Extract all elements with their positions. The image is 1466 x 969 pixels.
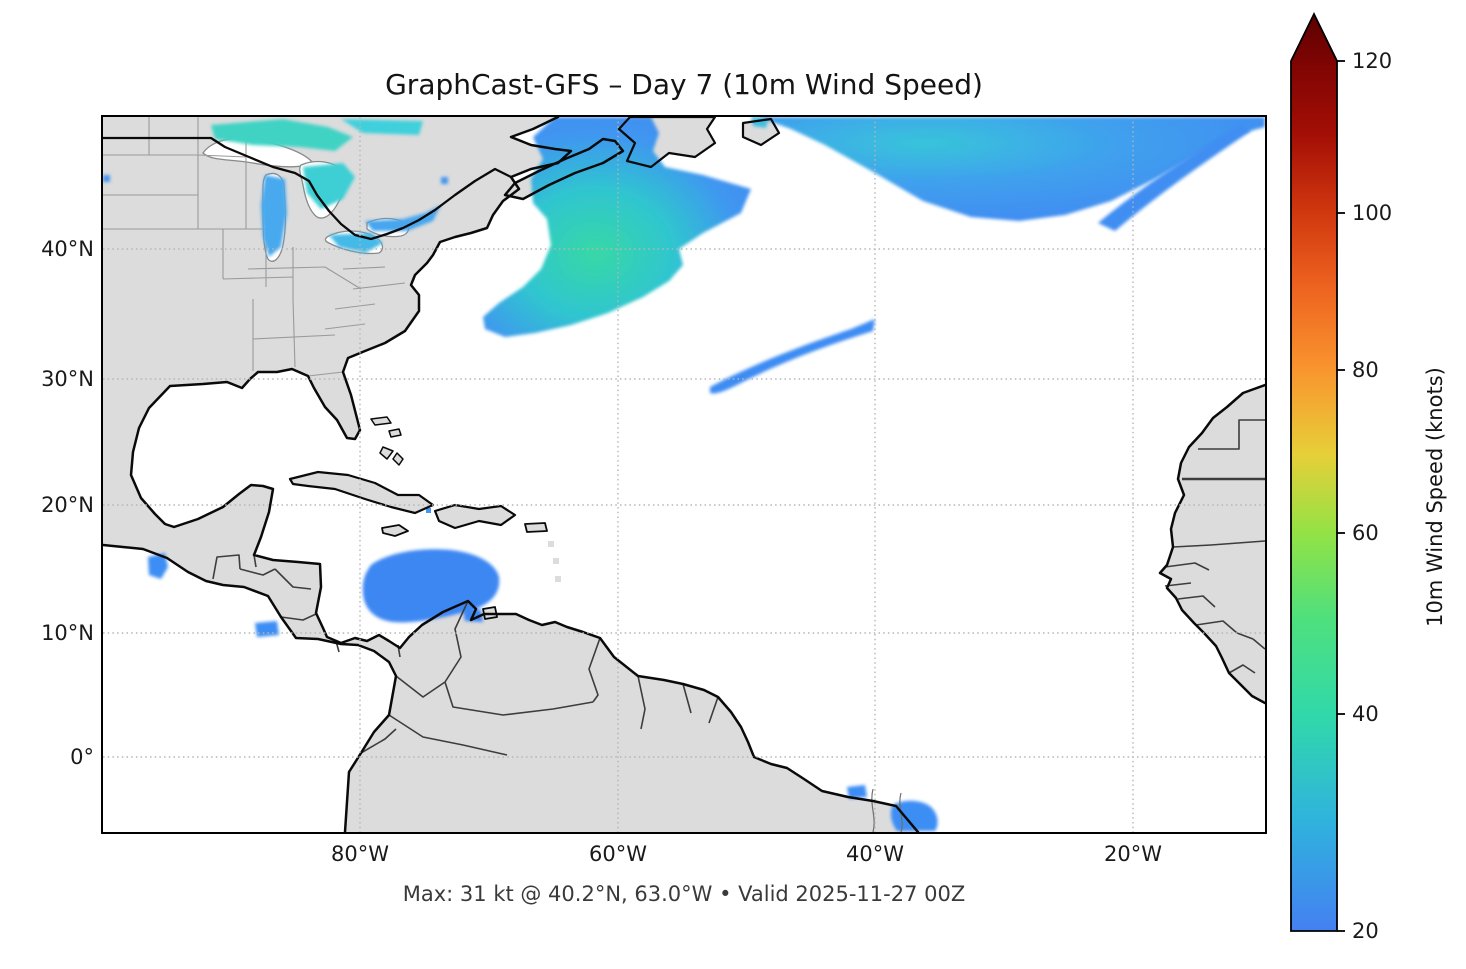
chart-title: GraphCast-GFS – Day 7 (10m Wind Speed) [385, 68, 983, 101]
map-svg [103, 117, 1265, 832]
wind-patch-central-atlantic-crescent [710, 319, 875, 394]
wind-patch-papagayo [255, 621, 279, 637]
y-tick-40n: 40°N [41, 237, 94, 261]
cbar-tick-60: 60 [1352, 521, 1379, 545]
wind-speed-layer [103, 117, 1265, 831]
cbar-tick-20: 20 [1352, 919, 1379, 943]
wind-patch-great-lakes [103, 119, 448, 257]
cbar-tick-80: 80 [1352, 358, 1379, 382]
land-cuba [290, 472, 433, 513]
wind-patch-ne-atlantic [758, 117, 1265, 221]
colorbar-ticks [1337, 60, 1345, 932]
colorbar [1290, 11, 1345, 932]
x-tick-40w: 40°W [846, 842, 904, 866]
wind-patch-ne-atlantic-sliver [1098, 123, 1251, 231]
cbar-tick-40: 40 [1352, 702, 1379, 726]
land-americas [103, 117, 918, 832]
wind-patch-cuba-dot [426, 508, 431, 513]
y-tick-30n: 30°N [41, 367, 94, 391]
colorbar-gradient-bar [1290, 11, 1338, 932]
y-tick-0: 0° [70, 745, 94, 769]
wind-patch-tehuantepec [148, 553, 168, 579]
map-panel [101, 115, 1267, 834]
land-puerto-rico [525, 523, 547, 532]
land-antilles [548, 541, 561, 582]
land-africa [1160, 385, 1265, 703]
wind-patch-caribbean [362, 549, 500, 623]
wind-patch-nw-atlantic-storm [483, 117, 751, 337]
colorbar-axis-label: 10m Wind Speed (knots) [1423, 367, 1447, 627]
cbar-tick-120: 120 [1352, 49, 1393, 73]
country-borders-layer [212, 419, 1265, 832]
y-tick-20n: 20°N [41, 493, 94, 517]
wind-patch-brazil-small [847, 785, 867, 799]
y-tick-10n: 10°N [41, 621, 94, 645]
x-tick-60w: 60°W [589, 842, 647, 866]
state-borders-layer [103, 117, 406, 377]
africa-coastline [1158, 383, 1265, 705]
cbar-tick-100: 100 [1352, 201, 1393, 225]
gridline-layer [103, 117, 1265, 832]
us-canada-border [103, 136, 513, 241]
land-hispaniola [435, 505, 515, 528]
chart-subtitle: Max: 31 kt @ 40.2°N, 63.0°W • Valid 2025… [402, 882, 966, 906]
x-tick-80w: 80°W [331, 842, 389, 866]
land-bahamas [371, 417, 403, 465]
wind-patch-brazil-coast [890, 800, 938, 831]
x-tick-20w: 20°W [1104, 842, 1162, 866]
coastline-layer [103, 117, 1265, 832]
